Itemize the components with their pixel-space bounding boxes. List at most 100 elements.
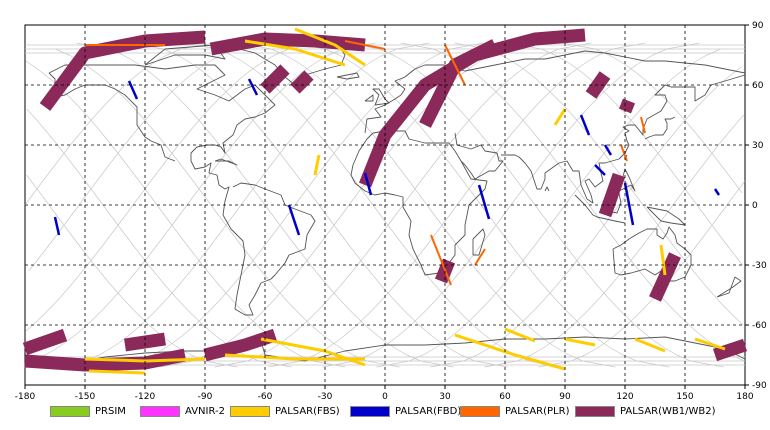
fbs-swath <box>294 27 366 67</box>
wb-swath <box>260 64 290 94</box>
graticule <box>25 25 745 385</box>
lon-tick-label: -90 <box>198 392 213 402</box>
plr-swath <box>344 40 386 50</box>
plr-swath <box>474 248 486 266</box>
plr-swath <box>640 116 646 134</box>
lon-tick-label: 90 <box>559 392 571 402</box>
coastline <box>372 88 390 106</box>
coastline <box>574 194 598 218</box>
lat-tick-label: -30 <box>752 261 767 271</box>
legend-item: PALSAR(WB1/WB2) <box>575 404 716 418</box>
lon-tick-label: 60 <box>499 392 511 402</box>
coastline <box>716 276 742 298</box>
orbit-track <box>25 42 322 332</box>
fbd-swath <box>477 184 491 220</box>
orbit-track <box>26 108 292 368</box>
fbd-swath <box>603 144 613 156</box>
wb-swath <box>124 332 166 352</box>
lat-tick-label: 30 <box>752 141 764 151</box>
orbit-track <box>430 66 742 368</box>
coastline <box>544 186 550 192</box>
lat-tick-label: 90 <box>752 21 764 31</box>
orbit-track <box>400 42 745 362</box>
fbd-swath <box>127 80 139 100</box>
orbit-track <box>508 42 743 266</box>
fbd-swath <box>287 204 301 236</box>
lat-tick-label: 0 <box>752 201 758 211</box>
legend-swatch <box>50 405 90 417</box>
lon-tick-label: -180 <box>15 392 36 402</box>
legend-swatch <box>460 405 500 417</box>
coastline <box>596 216 626 224</box>
wb-swath <box>209 32 366 56</box>
legend-label: PRSIM <box>95 405 126 417</box>
orbit-track <box>538 180 746 368</box>
fbs-swath <box>564 337 596 347</box>
fbd-swath <box>713 188 721 196</box>
legend-swatch <box>575 405 615 417</box>
coastline <box>472 228 486 256</box>
lon-tick-label: -30 <box>318 392 333 402</box>
legend-label: PALSAR(FBS) <box>275 405 340 417</box>
legend-item: PALSAR(PLR) <box>460 404 569 418</box>
coastline <box>644 116 676 140</box>
fbs-swath <box>553 108 567 126</box>
coastline <box>336 72 360 80</box>
wb-swath <box>598 172 626 218</box>
wb-swath <box>712 338 748 362</box>
fbd-swath <box>579 114 591 136</box>
latitude-tick-labels: 90 60 30 0 -30 -60 -90 <box>745 21 767 391</box>
wb-swath <box>290 70 314 94</box>
wb-swath <box>649 252 681 302</box>
lon-tick-label: 180 <box>736 392 753 402</box>
lat-tick-label: -60 <box>752 321 767 331</box>
lon-tick-label: 150 <box>676 392 693 402</box>
legend-swatch <box>140 405 180 417</box>
orbit-track <box>376 48 721 368</box>
orbit-track <box>25 60 346 368</box>
wb-swath <box>39 30 206 111</box>
coastline <box>364 94 374 102</box>
fbd-swath <box>53 216 61 236</box>
legend-item: PALSAR(FBS) <box>230 404 340 418</box>
lon-tick-label: 120 <box>616 392 633 402</box>
legend-label: AVNIR-2 <box>185 405 225 417</box>
coastline <box>214 158 238 166</box>
coastline <box>48 64 316 316</box>
legend-label: PALSAR(PLR) <box>505 405 570 417</box>
lon-tick-label: -60 <box>258 392 273 402</box>
legend-item: PRSIM <box>50 404 126 418</box>
lat-tick-label: 60 <box>752 81 764 91</box>
fbs-swath <box>659 244 667 276</box>
orbit-track <box>562 42 743 194</box>
fbs-swath <box>504 327 536 343</box>
orbit-track <box>31 42 376 362</box>
legend-label: PALSAR(WB1/WB2) <box>620 405 716 417</box>
fbd-swath <box>247 78 259 96</box>
lat-tick-label: -90 <box>752 381 767 391</box>
coastline <box>454 132 504 180</box>
orbit-track <box>24 42 214 206</box>
legend: PRSIM AVNIR-2 PALSAR(FBS) PALSAR(FBD) PALSAR… <box>0 400 770 422</box>
legend-item: AVNIR-2 <box>140 404 225 418</box>
coastline <box>618 168 636 192</box>
coastline <box>144 44 226 66</box>
coastline <box>501 74 746 204</box>
lon-tick-label: -120 <box>135 392 156 402</box>
plr-swath <box>620 144 628 162</box>
wb-swath <box>22 328 68 356</box>
lon-tick-label: 30 <box>439 392 451 402</box>
fbs-swath <box>313 154 321 176</box>
fbs-swath <box>224 353 365 361</box>
wb-swath <box>618 98 636 114</box>
fbs-swath <box>454 333 566 371</box>
fbs-swath <box>88 369 146 375</box>
lon-tick-label: 0 <box>382 392 388 402</box>
fbd-swath <box>623 182 635 226</box>
fbs-swath <box>694 337 726 351</box>
plr-swath <box>430 234 452 286</box>
orbit-track <box>55 48 400 368</box>
observation-swaths <box>22 27 748 375</box>
lon-tick-label: -150 <box>75 392 96 402</box>
